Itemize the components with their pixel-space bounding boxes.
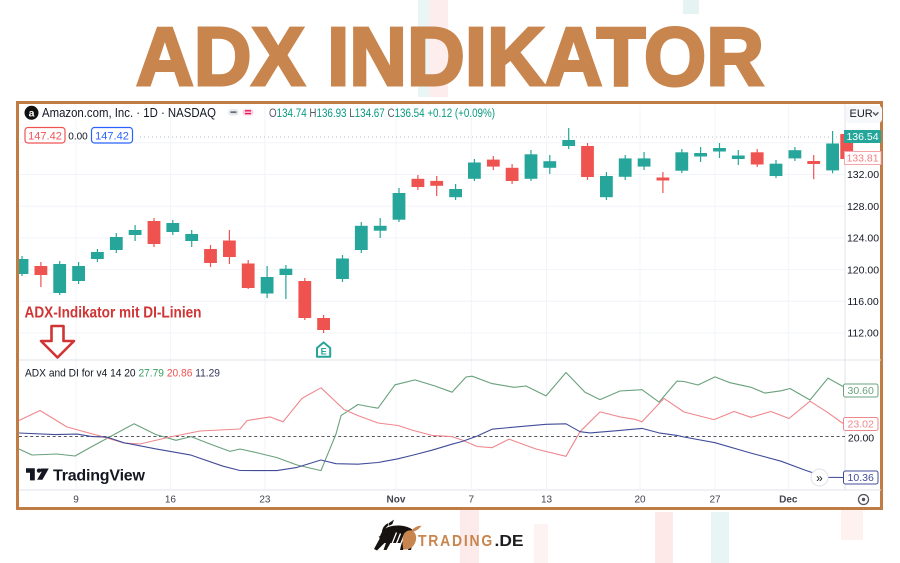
svg-text:9: 9	[73, 495, 79, 506]
svg-text:133.81: 133.81	[846, 153, 878, 165]
svg-text:ADX and DI for v4 14 20 27.79: ADX and DI for v4 14 20 27.79 20.86 11.2…	[25, 368, 220, 380]
svg-text:10.36: 10.36	[848, 472, 874, 484]
svg-text:120.00: 120.00	[847, 264, 879, 276]
svg-text:»: »	[816, 471, 823, 485]
svg-text:20: 20	[634, 495, 646, 506]
svg-text:O134.74 H136.93 L134.67 C136.5: O134.74 H136.93 L134.67 C136.54 +0.12 (+…	[269, 108, 495, 120]
svg-text:136.54: 136.54	[846, 131, 878, 143]
svg-text:TradingView: TradingView	[53, 468, 146, 485]
svg-text:116.00: 116.00	[847, 296, 878, 308]
svg-text:TRADING: TRADING	[418, 533, 494, 550]
svg-text:23: 23	[259, 495, 271, 506]
svg-text:Dec: Dec	[779, 495, 798, 506]
svg-text:ADX INDIKATOR: ADX INDIKATOR	[136, 10, 764, 103]
svg-text:E: E	[321, 347, 327, 357]
svg-text:ADX-Indikator mit DI-Linien: ADX-Indikator mit DI-Linien	[25, 305, 202, 322]
svg-text:13: 13	[541, 495, 553, 506]
svg-text:147.42: 147.42	[28, 131, 62, 143]
svg-text:23.02: 23.02	[848, 419, 874, 431]
svg-text:Nov: Nov	[387, 495, 406, 506]
svg-text:128.00: 128.00	[847, 201, 879, 213]
svg-text:27: 27	[709, 495, 721, 506]
svg-text:.DE: .DE	[495, 533, 524, 550]
svg-text:16: 16	[165, 495, 177, 506]
svg-text:0.00: 0.00	[68, 131, 88, 142]
svg-text:30.60: 30.60	[848, 385, 874, 397]
svg-text:20.00: 20.00	[848, 432, 874, 444]
svg-text:132.00: 132.00	[847, 169, 879, 181]
svg-text:124.00: 124.00	[847, 233, 879, 245]
svg-text:EUR: EUR	[850, 108, 873, 120]
svg-text:a: a	[29, 108, 35, 120]
svg-text:Amazon.com, Inc. · 1D · NASDAQ: Amazon.com, Inc. · 1D · NASDAQ	[42, 106, 216, 120]
svg-text:7: 7	[469, 495, 475, 506]
svg-text:147.42: 147.42	[95, 131, 129, 143]
svg-text:112.00: 112.00	[847, 328, 878, 340]
